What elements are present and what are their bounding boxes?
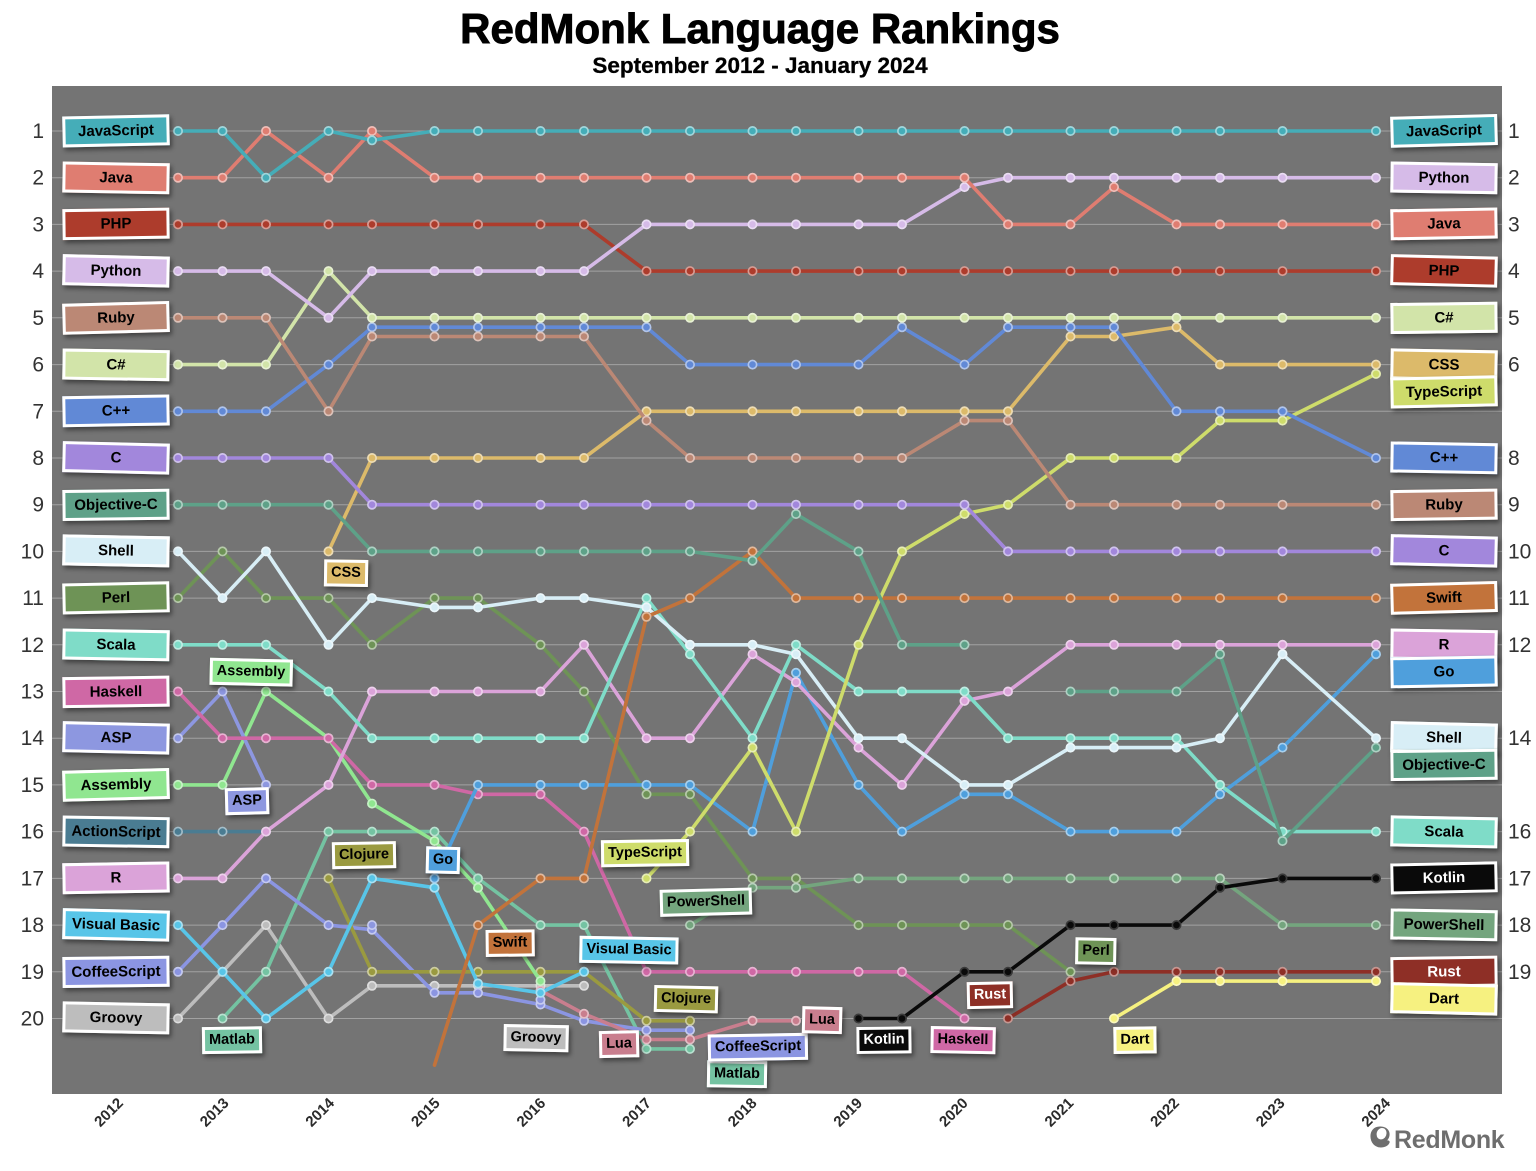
svg-text:18: 18 xyxy=(21,914,44,937)
svg-text:4: 4 xyxy=(1508,260,1520,283)
svg-text:16: 16 xyxy=(21,821,44,844)
svg-text:1: 1 xyxy=(1508,120,1520,143)
svg-text:5: 5 xyxy=(32,307,44,330)
svg-text:14: 14 xyxy=(1508,727,1532,750)
svg-text:3: 3 xyxy=(32,213,44,236)
svg-text:8: 8 xyxy=(32,447,44,470)
svg-text:19: 19 xyxy=(21,961,44,984)
svg-text:9: 9 xyxy=(1508,494,1520,517)
svg-text:2: 2 xyxy=(1508,167,1520,190)
svg-text:7: 7 xyxy=(32,400,44,423)
svg-text:4: 4 xyxy=(32,260,44,283)
svg-text:17: 17 xyxy=(1508,867,1531,890)
svg-text:5: 5 xyxy=(1508,307,1520,330)
svg-text:6: 6 xyxy=(32,354,44,377)
svg-text:14: 14 xyxy=(21,727,45,750)
svg-text:11: 11 xyxy=(22,587,44,610)
svg-text:11: 11 xyxy=(1508,587,1530,610)
svg-text:10: 10 xyxy=(1508,540,1531,563)
svg-text:8: 8 xyxy=(1508,447,1520,470)
svg-text:16: 16 xyxy=(1508,821,1531,844)
svg-text:20: 20 xyxy=(21,1008,44,1031)
svg-text:9: 9 xyxy=(32,494,44,517)
svg-text:6: 6 xyxy=(1508,354,1520,377)
svg-text:1: 1 xyxy=(32,120,44,143)
svg-text:18: 18 xyxy=(1508,914,1531,937)
svg-text:15: 15 xyxy=(21,774,44,797)
svg-text:19: 19 xyxy=(1508,961,1531,984)
svg-text:12: 12 xyxy=(1508,634,1531,657)
svg-text:3: 3 xyxy=(1508,213,1520,236)
svg-text:2: 2 xyxy=(32,167,44,190)
svg-text:12: 12 xyxy=(21,634,44,657)
svg-text:17: 17 xyxy=(21,867,44,890)
svg-text:13: 13 xyxy=(21,681,44,704)
svg-text:10: 10 xyxy=(21,540,44,563)
